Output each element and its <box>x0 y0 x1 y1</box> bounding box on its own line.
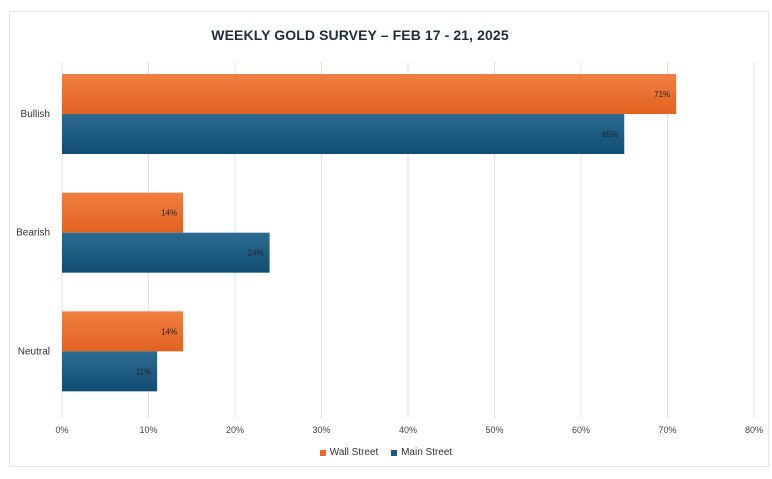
x-tick-label: 10% <box>139 425 157 435</box>
bar-wall-street-neutral <box>62 311 184 352</box>
category-label-bearish: Bearish <box>16 228 50 239</box>
legend-label-wall-street: Wall Street <box>329 447 379 458</box>
x-tick-label: 30% <box>312 425 330 435</box>
x-tick-label: 50% <box>485 425 503 435</box>
x-tick-label: 80% <box>745 425 763 435</box>
data-label: 71% <box>654 90 670 99</box>
data-labels: 71% 65% 14% 24% 14% 11% <box>136 90 670 376</box>
category-label-bullish: Bullish <box>21 109 50 120</box>
data-label: 65% <box>602 130 618 139</box>
x-tick-label: 20% <box>226 425 244 435</box>
bar-main-street-neutral <box>62 351 158 392</box>
category-label-neutral: Neutral <box>18 346 50 357</box>
x-tick-label: 40% <box>399 425 417 435</box>
x-tick-label: 0% <box>55 425 68 435</box>
legend-item-wall-street: Wall Street <box>319 447 379 458</box>
bar-wall-street-bullish <box>62 74 677 114</box>
data-label: 14% <box>161 327 177 336</box>
x-tick-label: 70% <box>658 425 676 435</box>
legend-label-main-street: Main Street <box>401 447 453 458</box>
data-label: 24% <box>248 249 264 258</box>
bar-main-street-bullish <box>62 114 625 154</box>
bar-wall-street-bearish <box>62 192 184 233</box>
chart-title: WEEKLY GOLD SURVEY – FEB 17 - 21, 2025 <box>211 27 509 43</box>
x-tick-label: 60% <box>572 425 590 435</box>
data-label: 11% <box>136 367 151 376</box>
data-label: 14% <box>161 209 177 218</box>
legend: Wall Street Main Street <box>0 447 772 459</box>
legend-swatch-wall-street <box>319 449 326 456</box>
legend-item-main-street: Main Street <box>391 447 452 458</box>
legend-swatch-main-street <box>391 449 398 456</box>
bar-main-street-bearish <box>62 232 270 273</box>
bars <box>62 74 677 392</box>
x-tick-labels: 0% 10% 20% 30% 40% 50% 60% 70% 80% <box>55 425 763 435</box>
category-labels: Bullish Bearish Neutral <box>16 109 50 357</box>
